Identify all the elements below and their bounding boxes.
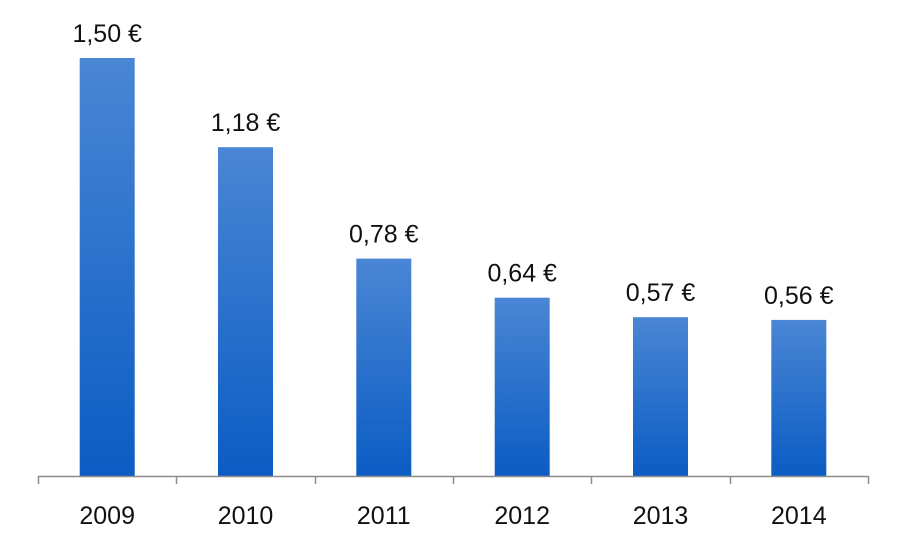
data-labels-group: 1,50 € 1,18 € 0,78 € 0,64 € 0,57 € 0,56 € bbox=[72, 20, 833, 310]
x-tick-labels-group: 2009 2010 2011 2012 2013 2014 bbox=[79, 502, 826, 530]
x-tick-label-2013: 2013 bbox=[633, 502, 689, 530]
bars-group bbox=[79, 58, 827, 476]
bar-2012 bbox=[494, 297, 550, 476]
data-label-2009: 1,50 € bbox=[72, 20, 142, 48]
data-label-2013: 0,57 € bbox=[626, 279, 696, 307]
bar-2009 bbox=[79, 58, 135, 476]
data-label-2011: 0,78 € bbox=[349, 221, 419, 249]
x-tick-label-2014: 2014 bbox=[771, 502, 827, 530]
bar-2014 bbox=[771, 319, 827, 476]
data-label-2012: 0,64 € bbox=[487, 260, 557, 288]
bar-2013 bbox=[633, 317, 688, 476]
bar-2011 bbox=[356, 258, 412, 476]
x-tick-label-2010: 2010 bbox=[218, 502, 274, 530]
x-tick-label-2011: 2011 bbox=[357, 502, 411, 530]
x-axis bbox=[37, 475, 870, 484]
x-tick-label-2009: 2009 bbox=[79, 502, 135, 530]
data-label-2010: 1,18 € bbox=[211, 109, 281, 137]
bar-2010 bbox=[218, 147, 273, 476]
data-label-2014: 0,56 € bbox=[764, 282, 834, 310]
x-tick-label-2012: 2012 bbox=[494, 502, 550, 530]
